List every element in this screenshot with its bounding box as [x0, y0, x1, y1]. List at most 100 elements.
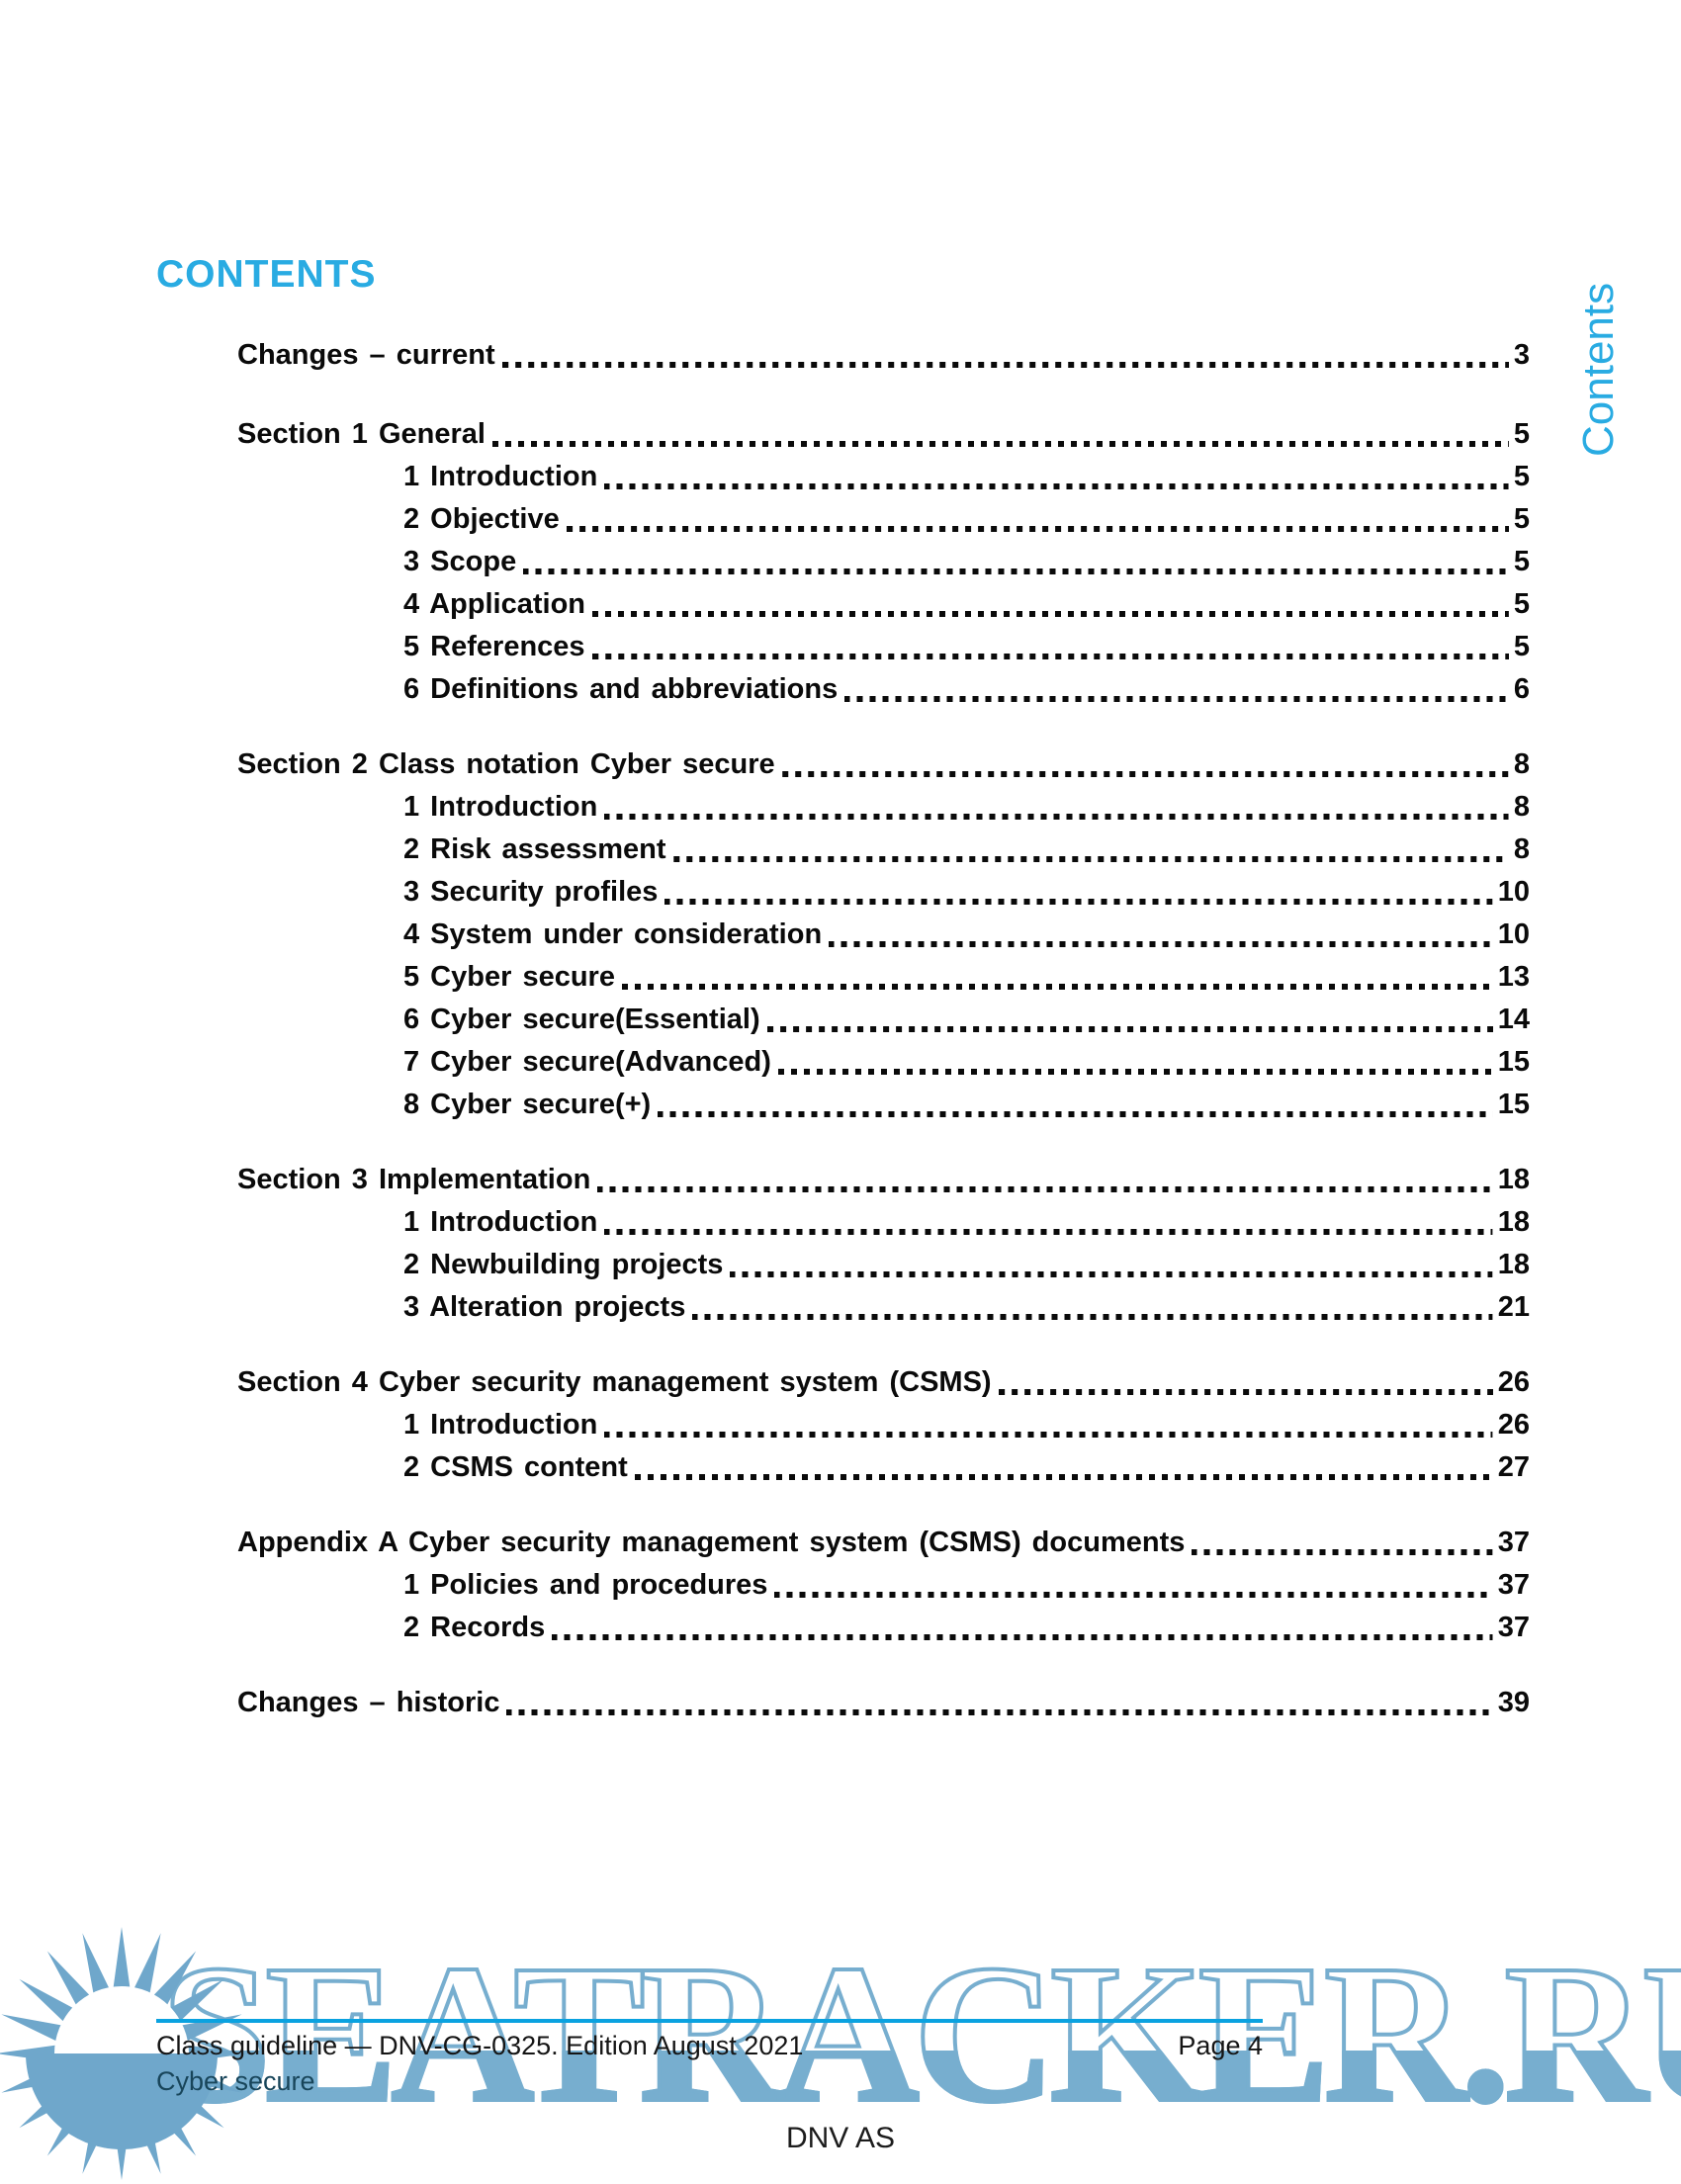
toc-entry-label[interactable]: 3 Scope — [403, 546, 517, 577]
dot-leader — [730, 1271, 1493, 1277]
dot-leader — [566, 526, 1509, 532]
dot-leader — [844, 696, 1509, 702]
toc-entry-page[interactable]: 14 — [1497, 1004, 1530, 1035]
dot-leader — [604, 483, 1509, 489]
toc-entry-page[interactable]: 8 — [1513, 833, 1530, 865]
toc-entry-label[interactable]: Changes – historic — [237, 1687, 500, 1718]
toc-entry-page[interactable]: 27 — [1497, 1451, 1530, 1483]
footer-page-number: Page 4 — [1178, 2031, 1263, 2060]
toc-entry-label[interactable]: 1 Introduction — [403, 1409, 598, 1441]
toc-entry[interactable]: 3 Alteration projects 21 — [237, 1285, 1530, 1328]
toc-entry[interactable]: 2 Objective 5 — [237, 497, 1530, 540]
toc-entry[interactable]: 1 Introduction 8 — [237, 785, 1530, 828]
toc-entry-page[interactable]: 10 — [1497, 918, 1530, 950]
toc-entry-label[interactable]: 2 Newbuilding projects — [403, 1249, 724, 1280]
toc-entry-label[interactable]: 7 Cyber secure(Advanced) — [403, 1046, 771, 1078]
toc-entry-page[interactable]: 37 — [1497, 1569, 1530, 1601]
toc-entry-label[interactable]: 8 Cyber secure(+) — [403, 1089, 652, 1120]
toc-entry-label[interactable]: 1 Introduction — [403, 461, 598, 492]
toc-entry[interactable]: 2 Risk assessment 8 — [237, 828, 1530, 870]
toc-entry[interactable]: 1 Introduction 26 — [237, 1403, 1530, 1445]
toc-entry[interactable]: Changes – current 3 — [237, 333, 1530, 376]
footer-document-title: Cyber secure — [156, 2066, 315, 2096]
toc-entry[interactable]: Section 2 Class notation Cyber secure 8 — [237, 743, 1530, 785]
toc-entry-page[interactable]: 26 — [1497, 1366, 1530, 1398]
toc-entry[interactable]: 5 Cyber secure 13 — [237, 955, 1530, 998]
toc-entry-label[interactable]: Section 1 General — [237, 418, 486, 450]
dot-leader — [597, 1186, 1493, 1192]
toc-entry-label[interactable]: 2 Objective — [403, 503, 560, 535]
dot-leader — [634, 1474, 1493, 1480]
toc-entry-label[interactable]: 3 Alteration projects — [403, 1291, 686, 1323]
dot-leader — [692, 1314, 1493, 1320]
toc-entry-page[interactable]: 18 — [1497, 1206, 1530, 1238]
toc-entry-page[interactable]: 18 — [1497, 1164, 1530, 1195]
footer-company: DNV AS — [785, 2122, 896, 2154]
toc-entry-label[interactable]: 4 Application — [403, 588, 585, 620]
toc-entry[interactable]: 4 System under consideration 10 — [237, 913, 1530, 955]
dot-leader — [501, 362, 1509, 368]
toc-entry-page[interactable]: 5 — [1513, 631, 1530, 662]
toc-entry[interactable]: 6 Cyber secure(Essential) 14 — [237, 998, 1530, 1040]
toc-entry-page[interactable]: 37 — [1497, 1612, 1530, 1643]
toc-entry-label[interactable]: 6 Cyber secure(Essential) — [403, 1004, 760, 1035]
toc-entry-label[interactable]: Appendix A Cyber security management sys… — [237, 1527, 1186, 1558]
toc-entry-label[interactable]: 6 Definitions and abbreviations — [403, 673, 839, 705]
toc-entry-label[interactable]: 1 Policies and procedures — [403, 1569, 768, 1601]
dot-leader — [591, 654, 1509, 659]
toc-entry-page[interactable]: 5 — [1513, 418, 1530, 450]
dot-leader — [998, 1389, 1493, 1395]
toc-entry-label[interactable]: 2 Records — [403, 1612, 546, 1643]
toc-entry-page[interactable]: 13 — [1497, 961, 1530, 993]
toc-entry-label[interactable]: 1 Introduction — [403, 1206, 598, 1238]
toc-entry-label[interactable]: 4 System under consideration — [403, 918, 823, 950]
toc-entry-label[interactable]: Section 2 Class notation Cyber secure — [237, 748, 775, 780]
toc-entry-label[interactable]: 1 Introduction — [403, 791, 598, 823]
toc-entry[interactable]: Appendix A Cyber security management sys… — [237, 1521, 1530, 1563]
toc-entry[interactable]: 1 Introduction 18 — [237, 1200, 1530, 1243]
toc-entry-page[interactable]: 15 — [1497, 1089, 1530, 1120]
toc-entry[interactable]: 2 Newbuilding projects 18 — [237, 1243, 1530, 1285]
toc-entry[interactable]: 1 Policies and procedures 37 — [237, 1563, 1530, 1606]
toc-entry-label[interactable]: Section 3 Implementation — [237, 1164, 591, 1195]
toc-entry[interactable]: 2 Records 37 — [237, 1606, 1530, 1648]
toc-entry[interactable]: 8 Cyber secure(+) 15 — [237, 1083, 1530, 1125]
toc-entry[interactable]: 4 Application 5 — [237, 582, 1530, 625]
dot-leader — [664, 899, 1493, 905]
toc-entry-page[interactable]: 15 — [1497, 1046, 1530, 1078]
toc-entry-page[interactable]: 5 — [1513, 588, 1530, 620]
toc-entry-label[interactable]: 3 Security profiles — [403, 876, 659, 908]
toc-entry[interactable]: 6 Definitions and abbreviations 6 — [237, 667, 1530, 710]
toc-entry-page[interactable]: 8 — [1513, 748, 1530, 780]
toc-entry-page[interactable]: 6 — [1513, 673, 1530, 705]
toc-entry-label[interactable]: 5 Cyber secure — [403, 961, 615, 993]
toc-entry-page[interactable]: 5 — [1513, 503, 1530, 535]
toc-entry-page[interactable]: 10 — [1497, 876, 1530, 908]
toc-entry[interactable]: 3 Security profiles 10 — [237, 870, 1530, 913]
toc-entry-page[interactable]: 18 — [1497, 1249, 1530, 1280]
dot-leader — [604, 1432, 1493, 1438]
toc-entry[interactable]: 5 References 5 — [237, 625, 1530, 667]
toc-entry-page[interactable]: 5 — [1513, 461, 1530, 492]
toc-entry-page[interactable]: 37 — [1497, 1527, 1530, 1558]
toc-entry-label[interactable]: 2 Risk assessment — [403, 833, 666, 865]
toc-entry-page[interactable]: 5 — [1513, 546, 1530, 577]
toc-entry-page[interactable]: 3 — [1513, 339, 1530, 371]
toc-entry[interactable]: Changes – historic 39 — [237, 1681, 1530, 1723]
toc-entry-label[interactable]: Section 4 Cyber security management syst… — [237, 1366, 992, 1398]
toc-entry[interactable]: 7 Cyber secure(Advanced) 15 — [237, 1040, 1530, 1083]
toc-entry[interactable]: 2 CSMS content 27 — [237, 1445, 1530, 1488]
toc-entry-page[interactable]: 26 — [1497, 1409, 1530, 1441]
toc-entry-page[interactable]: 8 — [1513, 791, 1530, 823]
toc-entry-page[interactable]: 39 — [1497, 1687, 1530, 1718]
toc-entry-label[interactable]: 2 CSMS content — [403, 1451, 628, 1483]
toc-entry[interactable]: 3 Scope 5 — [237, 540, 1530, 582]
toc-entry[interactable]: 1 Introduction 5 — [237, 455, 1530, 497]
toc-entry[interactable]: Section 1 General 5 — [237, 412, 1530, 455]
toc-entry-page[interactable]: 21 — [1497, 1291, 1530, 1323]
dot-leader — [604, 814, 1509, 820]
toc-entry-label[interactable]: 5 References — [403, 631, 585, 662]
toc-entry[interactable]: Section 3 Implementation 18 — [237, 1158, 1530, 1200]
toc-entry-label[interactable]: Changes – current — [237, 339, 495, 371]
toc-entry[interactable]: Section 4 Cyber security management syst… — [237, 1360, 1530, 1403]
